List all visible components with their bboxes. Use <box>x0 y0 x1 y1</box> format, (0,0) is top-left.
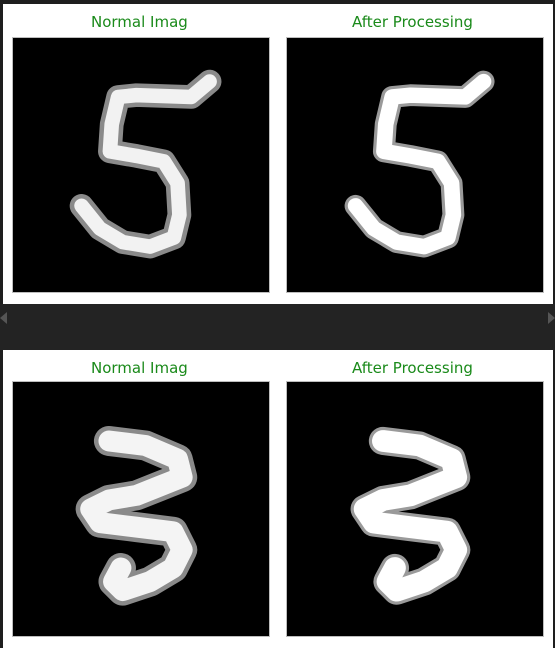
scroll-left-arrow-icon[interactable] <box>0 312 7 324</box>
title-after-processing: After Processing <box>352 359 473 377</box>
title-normal-image: Normal Imag <box>91 359 188 377</box>
title-after-processing: After Processing <box>352 13 473 31</box>
digit-image-normal <box>12 37 270 293</box>
title-normal-image: Normal Imag <box>91 13 188 31</box>
digit-image-processed <box>286 37 544 293</box>
figure-panel-1: Normal Imag After Processing <box>3 4 553 304</box>
scroll-right-arrow-icon[interactable] <box>548 312 555 324</box>
figure-panel-2: Normal Imag After Processing <box>3 350 553 648</box>
digit-image-processed <box>286 381 544 637</box>
digit-image-normal <box>12 381 270 637</box>
output-divider <box>0 304 555 350</box>
